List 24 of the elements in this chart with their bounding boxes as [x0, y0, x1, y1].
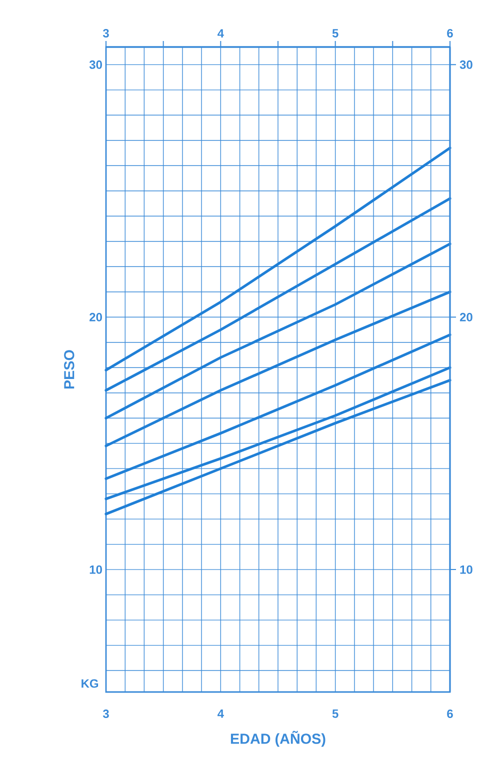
line-series — [104, 290, 452, 448]
line-series — [104, 333, 452, 480]
y-tick-label: 20 — [90, 312, 102, 322]
x2-tick-label: 4 — [218, 710, 224, 718]
line-series — [104, 366, 452, 500]
y-axis-title: PESO — [64, 350, 74, 389]
line-series — [104, 378, 452, 516]
y2-tick-label: 30 — [460, 60, 472, 69]
y-tick-label: 30 — [89, 60, 102, 69]
y2-tick-label: 10 — [460, 565, 472, 574]
y2-tick-label: 20 — [460, 312, 472, 322]
x2-tick-label: 5 — [332, 710, 338, 718]
x-axis-title: EDAD (AÑOS) — [230, 730, 326, 747]
x2-tick-label: 6 — [447, 710, 453, 718]
line-series — [104, 242, 452, 420]
text: KG — [82, 679, 98, 688]
x-tick-label: 6 — [447, 28, 453, 38]
x-tick-label: 3 — [102, 28, 109, 38]
x-tick-label: 4 — [218, 29, 224, 38]
line-series — [104, 146, 452, 372]
y-tick-label: 10 — [90, 565, 102, 574]
x-tick-label: 5 — [332, 29, 338, 38]
line-series — [104, 197, 452, 392]
x2-tick-label: 3 — [102, 710, 109, 718]
